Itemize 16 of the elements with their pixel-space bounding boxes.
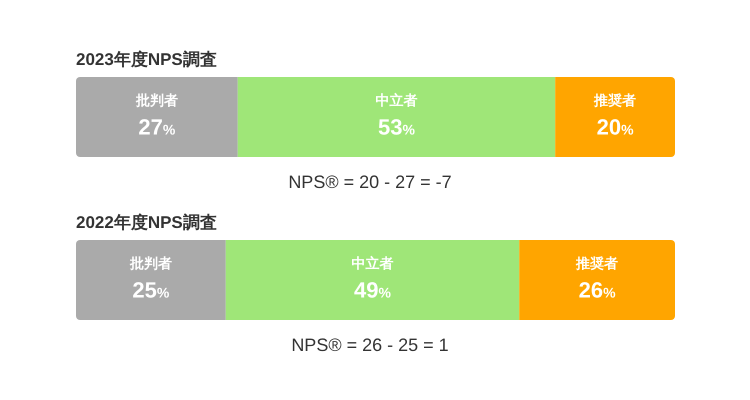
series-label: 推奨者 (593, 92, 636, 108)
data-label: 49% (354, 278, 392, 303)
text: NPS® = 26 - 25 = 1 (291, 335, 449, 355)
series-label: 中立者 (352, 255, 394, 271)
chart-title: 2022年度NPS調査 (76, 213, 217, 232)
data-label: 53% (378, 114, 416, 140)
series-label: 批判者 (134, 92, 178, 108)
series-label: 推奨者 (575, 255, 618, 271)
series-label: 批判者 (128, 255, 172, 271)
series-label: 中立者 (375, 92, 418, 108)
data-label: 26% (578, 278, 616, 303)
text: NPS® = 20 - 27 = -7 (288, 172, 452, 192)
data-label: 27% (138, 114, 176, 140)
data-label: 25% (132, 278, 170, 303)
chart-title: 2023年度NPS調査 (76, 50, 217, 69)
data-label: 20% (596, 114, 634, 140)
